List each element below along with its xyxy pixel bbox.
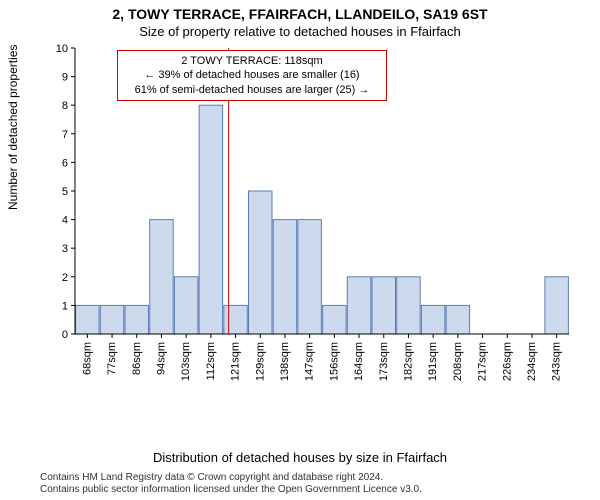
x-tick-label: 173sqm: [378, 342, 390, 381]
x-tick-label: 191sqm: [427, 342, 439, 381]
bar: [446, 305, 469, 334]
page-subtitle: Size of property relative to detached ho…: [0, 22, 600, 39]
x-tick-label: 208sqm: [452, 342, 464, 381]
x-tick-label: 147sqm: [304, 342, 316, 381]
bar: [545, 277, 568, 334]
chart-area: 0 1 2 3 4 5 6 7 8 9 10 68sqm 77sqm 86sqm 94sqm 103sqm 11…: [55, 44, 577, 404]
bar: [372, 277, 395, 334]
y-axis-label: Number of detached properties: [6, 45, 20, 210]
bar: [199, 105, 222, 334]
bar: [174, 277, 197, 334]
bar: [150, 220, 173, 334]
x-tick-label: 234sqm: [526, 342, 538, 381]
x-tick-label: 86sqm: [131, 342, 143, 375]
x-tick-label: 94sqm: [155, 342, 167, 375]
x-tick-label: 226sqm: [501, 342, 513, 381]
footnote-line2: Contains public sector information licen…: [40, 484, 590, 496]
bar: [323, 305, 346, 334]
x-axis-label: Distribution of detached houses by size …: [0, 450, 600, 465]
x-tick-label: 217sqm: [477, 342, 489, 381]
footnote: Contains HM Land Registry data © Crown c…: [40, 472, 590, 496]
annotation-box: 2 TOWY TERRACE: 118sqm ← 39% of detached…: [117, 50, 387, 101]
svg-text:10: 10: [56, 44, 68, 55]
svg-text:9: 9: [62, 72, 68, 84]
x-tick-label: 77sqm: [106, 342, 118, 375]
annotation-line3: 61% of semi-detached houses are larger (…: [124, 83, 380, 97]
svg-text:0: 0: [62, 329, 68, 341]
bar: [421, 305, 444, 334]
footnote-line1: Contains HM Land Registry data © Crown c…: [40, 472, 590, 484]
svg-text:8: 8: [62, 100, 68, 112]
svg-text:5: 5: [62, 186, 68, 198]
x-tick-label: 138sqm: [279, 342, 291, 381]
x-tick-label: 68sqm: [81, 342, 93, 375]
bar: [397, 277, 420, 334]
x-tick-label: 103sqm: [180, 342, 192, 381]
bar: [273, 220, 296, 334]
x-tick-label: 164sqm: [353, 342, 365, 381]
svg-text:3: 3: [62, 243, 68, 255]
svg-text:2: 2: [62, 272, 68, 284]
x-tick-label: 243sqm: [551, 342, 563, 381]
svg-text:4: 4: [62, 215, 68, 227]
x-tick-label: 112sqm: [205, 342, 217, 380]
x-tick-label: 121sqm: [230, 342, 242, 381]
bar: [249, 191, 272, 334]
bar: [100, 305, 123, 334]
annotation-line2: ← 39% of detached houses are smaller (16…: [124, 68, 380, 82]
bar: [347, 277, 370, 334]
svg-text:1: 1: [62, 300, 68, 312]
bar: [298, 220, 321, 334]
bar: [224, 305, 247, 334]
x-tick-label: 156sqm: [328, 342, 340, 381]
x-tick-label: 182sqm: [402, 342, 414, 381]
page-title: 2, TOWY TERRACE, FFAIRFACH, LLANDEILO, S…: [0, 0, 600, 22]
svg-text:7: 7: [62, 129, 68, 141]
annotation-line1: 2 TOWY TERRACE: 118sqm: [124, 54, 380, 68]
bar: [76, 305, 99, 334]
x-tick-label: 129sqm: [254, 342, 266, 381]
svg-text:6: 6: [62, 157, 68, 169]
bar: [125, 305, 148, 334]
